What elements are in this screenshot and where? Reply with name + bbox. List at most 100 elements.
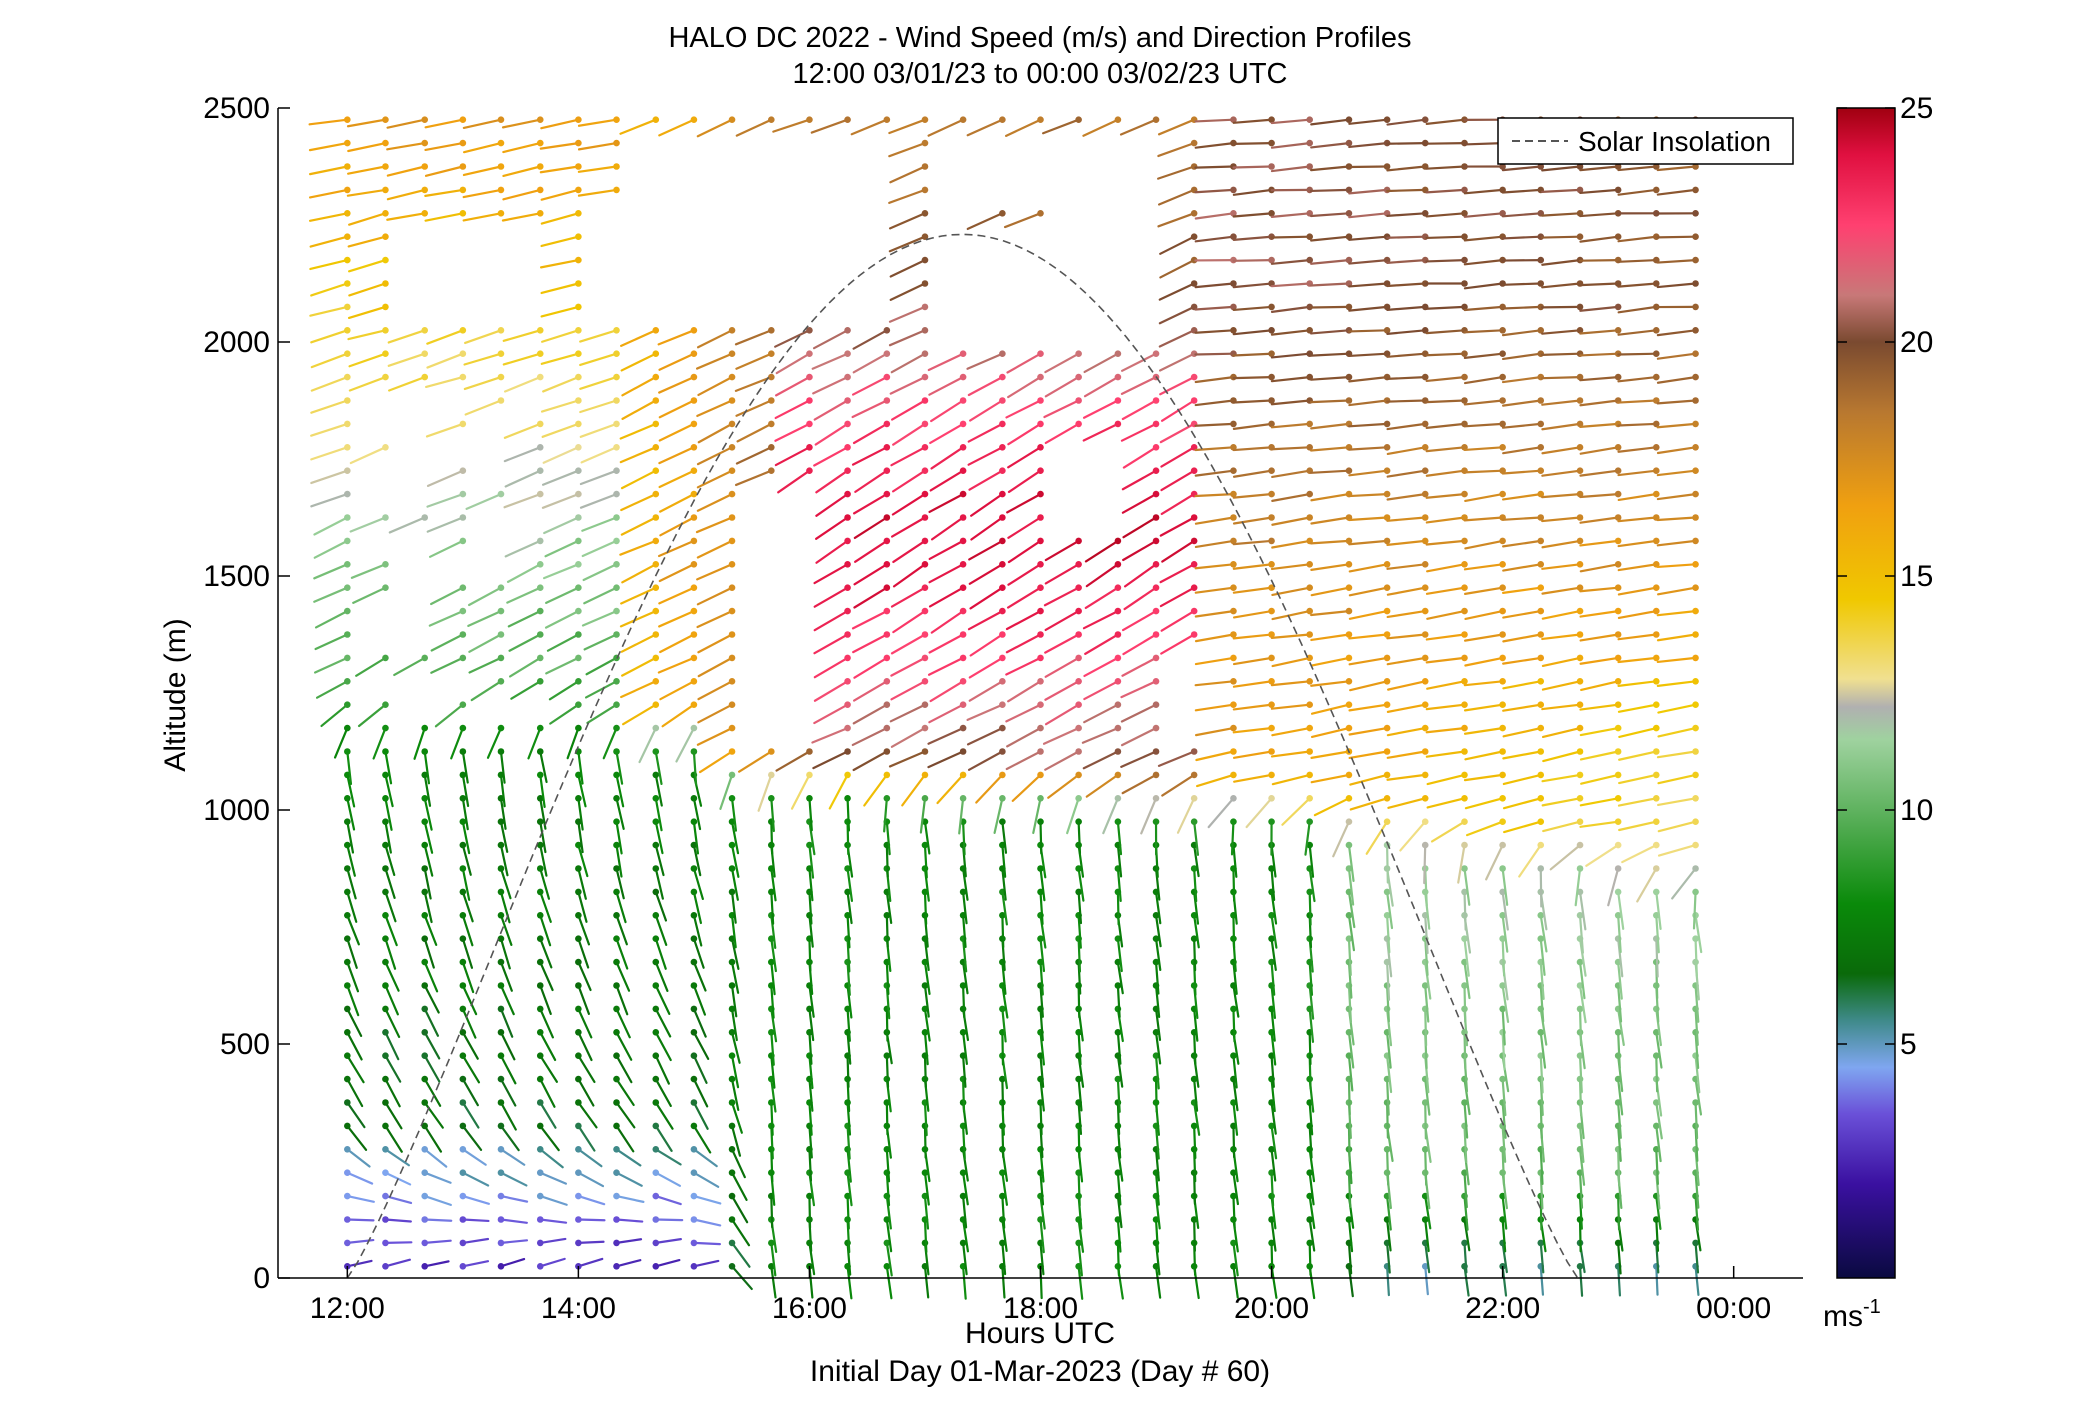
wind-barb [735,444,775,465]
wind-barb [1245,795,1275,829]
wind-barb [503,490,544,509]
wind-barb [1579,631,1622,642]
wind-barb [929,467,967,492]
wind-barb [577,116,620,127]
wind-barb [621,373,660,397]
wind-barb [638,724,660,764]
wind-barb [659,514,698,537]
wind-barb [967,420,1006,443]
wind-barb [652,958,669,993]
wind-barb [1083,350,1122,374]
wind-barb [386,210,429,221]
wind-barb [348,256,389,273]
wind-barb [1652,1029,1663,1069]
wind-barb [1102,795,1122,835]
wind-barb [1309,210,1353,218]
wind-barb [344,1216,375,1223]
wind-barb [613,1099,636,1129]
wind-barb [468,654,505,674]
wind-barb [1160,607,1198,632]
wind-barb [1119,116,1160,136]
wind-barb [1574,865,1584,907]
wind-barb [1120,350,1160,372]
wind-barb [347,327,389,341]
wind-barb [1576,1052,1584,1094]
wind-barb [583,631,620,651]
wind-barb [310,397,351,414]
wind-barb [1194,607,1237,618]
wind-barb [768,1099,775,1136]
wind-barb [1348,537,1391,546]
wind-barb [1349,795,1391,811]
wind-barb [853,561,891,586]
wind-barb [310,490,351,508]
wind-barb [1007,444,1044,469]
wind-barb [1122,444,1160,469]
wind-barb [613,1259,642,1270]
wind-barb [652,1099,674,1130]
wind-barb [462,116,505,130]
wind-barb [1421,982,1430,1023]
wind-barb [503,373,544,393]
wind-barb [1044,537,1082,562]
wind-barb [1082,607,1122,630]
wind-barb [536,982,552,1016]
wind-barb [927,748,967,769]
wind-barb [1005,631,1044,654]
wind-barb [806,1005,815,1042]
wind-barb [1579,748,1622,761]
wind-barb [999,818,1008,854]
wind-barb [812,373,851,395]
legend: Solar Insolation [1497,117,1794,165]
wind-barb [382,1258,411,1270]
wind-barb [1386,701,1429,713]
wind-barb [1345,1029,1355,1069]
wind-barb [1152,1029,1162,1065]
wind-barb [314,607,351,629]
wind-barb [1345,912,1356,952]
wind-barb [613,1005,631,1039]
wind-barb [968,537,1006,561]
wind-barb [430,654,467,674]
wind-barb [1579,724,1622,737]
wind-barb [883,912,891,948]
wind-barb [892,561,929,588]
wind-barb [652,795,663,832]
wind-barb [1082,748,1122,770]
wind-barb [575,818,584,854]
wind-barb [1195,748,1237,762]
wind-barb [620,584,660,605]
wind-barb [652,1005,672,1038]
wind-barb [652,1258,681,1270]
wind-barb [1044,607,1082,632]
wind-barb [1309,467,1353,475]
y-axis-label: Altitude (m) [159,618,192,771]
wind-barb [575,982,591,1015]
wind-barb [382,1052,402,1083]
wind-barb [1007,467,1044,494]
wind-barb [814,420,851,446]
wind-barb [1386,724,1429,737]
wind-barb [738,748,775,773]
wind-barb [344,1099,366,1129]
wind-barb [1579,444,1622,455]
wind-barb [462,139,505,154]
wind-barb [696,467,736,489]
wind-barb [1541,397,1584,406]
wind-barb [504,537,544,558]
wind-barb [1464,537,1506,550]
wind-barb [844,865,854,902]
wind-barb [1081,724,1122,744]
wind-barb [542,561,582,580]
wind-barb [1656,397,1699,405]
wind-barb [1075,1029,1082,1066]
wind-barb [1537,865,1545,908]
wind-barb [1348,631,1391,640]
wind-barb [506,561,544,583]
wind-barb [1268,958,1276,996]
wind-barb [928,490,967,514]
wind-barb [1271,724,1313,737]
wind-barb [308,210,351,222]
wind-barb [1463,724,1506,735]
wind-barb [1066,795,1082,835]
